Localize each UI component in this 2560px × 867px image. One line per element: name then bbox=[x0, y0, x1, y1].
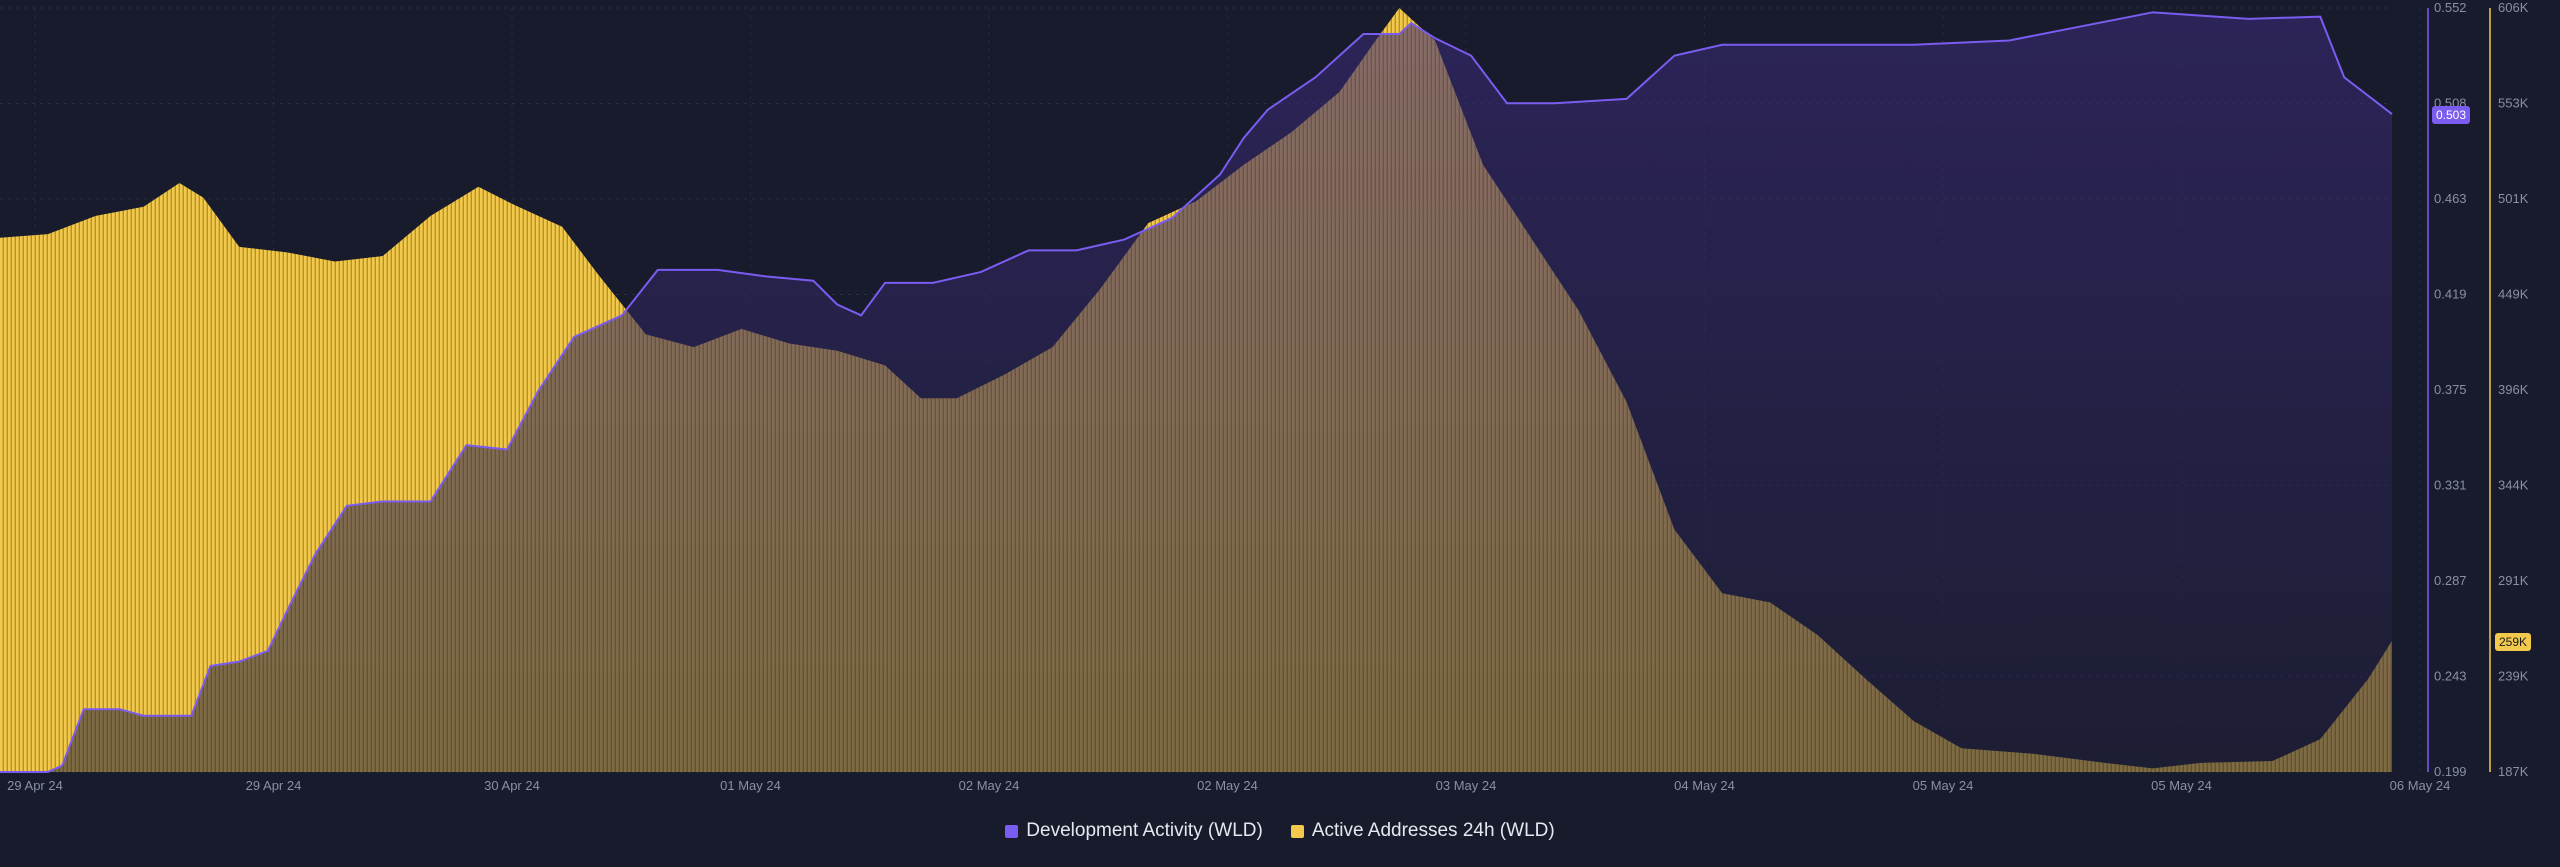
right-axis-tick-label: 449K bbox=[2498, 287, 2529, 302]
x-axis-tick-label: 29 Apr 24 bbox=[7, 778, 63, 793]
legend-label-active: Active Addresses 24h (WLD) bbox=[1311, 820, 1555, 841]
left-axis-tick-label: 0.375 bbox=[2434, 382, 2467, 397]
x-axis-tick-label: 02 May 24 bbox=[959, 778, 1020, 793]
left-axis-tick-label: 0.199 bbox=[2434, 764, 2467, 779]
left-axis-tick-label: 0.419 bbox=[2434, 287, 2467, 302]
right-axis-tick-label: 187K bbox=[2498, 764, 2529, 779]
right-axis-tick-label: 553K bbox=[2498, 96, 2529, 111]
right-axis-tick-label: 606K bbox=[2498, 0, 2529, 15]
x-axis-tick-label: 05 May 24 bbox=[2151, 778, 2212, 793]
x-axis-tick-label: 05 May 24 bbox=[1913, 778, 1974, 793]
legend-swatch-active bbox=[1290, 824, 1304, 838]
left-axis-tick-label: 0.287 bbox=[2434, 573, 2467, 588]
left-axis-tick-label: 0.243 bbox=[2434, 669, 2467, 684]
legend-swatch-dev bbox=[1005, 824, 1019, 838]
legend-item-dev[interactable]: Development Activity (WLD) bbox=[1005, 820, 1263, 842]
development-activity-line bbox=[0, 11, 2393, 773]
x-axis-tick-label: 06 May 24 bbox=[2390, 778, 2451, 793]
legend-item-active[interactable]: Active Addresses 24h (WLD) bbox=[1290, 820, 1555, 842]
x-axis-tick-label: 03 May 24 bbox=[1436, 778, 1497, 793]
right-axis-tick-label: 291K bbox=[2498, 573, 2529, 588]
x-axis-tick-label: 29 Apr 24 bbox=[246, 778, 302, 793]
left-axis-tick-label: 0.463 bbox=[2434, 191, 2467, 206]
x-axis-tick-label: 30 Apr 24 bbox=[484, 778, 540, 793]
legend-label-dev: Development Activity (WLD) bbox=[1026, 820, 1263, 841]
right-axis-tick-label: 501K bbox=[2498, 191, 2529, 206]
left-axis-tick-label: 0.331 bbox=[2434, 478, 2467, 493]
left-axis-tick-label: 0.552 bbox=[2434, 0, 2467, 15]
x-axis-tick-label: 01 May 24 bbox=[720, 778, 781, 793]
x-axis-tick-label: 04 May 24 bbox=[1674, 778, 1735, 793]
right-axis-tick-label: 396K bbox=[2498, 382, 2529, 397]
legend: Development Activity (WLD) Active Addres… bbox=[0, 820, 2560, 842]
x-axis-tick-label: 02 May 24 bbox=[1197, 778, 1258, 793]
development-activity-series bbox=[0, 11, 2393, 773]
right-axis-tick-label: 344K bbox=[2498, 478, 2529, 493]
development-activity-area bbox=[0, 12, 2392, 772]
right-axis-tick-label: 239K bbox=[2498, 669, 2529, 684]
active-current-value-badge: 259K bbox=[2495, 633, 2532, 651]
dev-current-value-badge: 0.503 bbox=[2432, 106, 2471, 124]
